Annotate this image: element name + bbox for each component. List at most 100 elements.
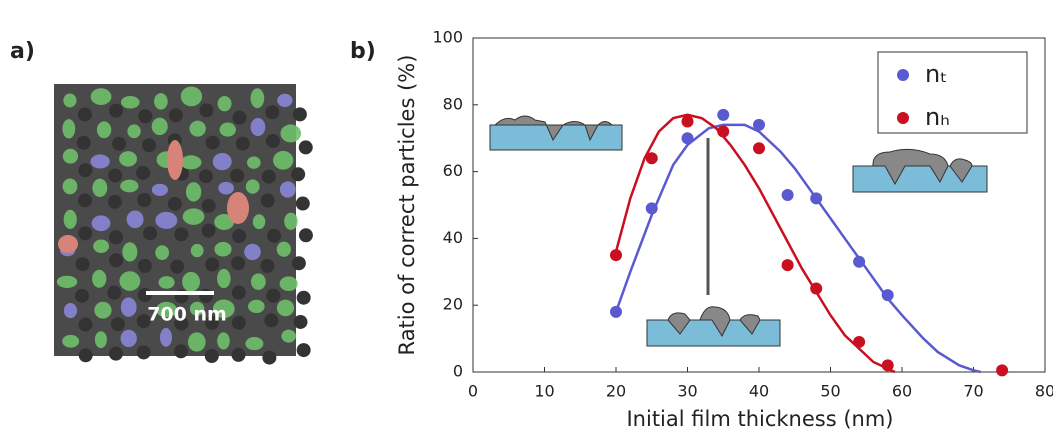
hole [136, 314, 151, 329]
particle [217, 332, 230, 350]
hole [108, 230, 123, 245]
hole [137, 288, 152, 303]
hole [109, 103, 124, 118]
particle [273, 150, 294, 170]
hole [137, 258, 152, 273]
hole [75, 257, 90, 272]
particle [190, 243, 204, 258]
particle [189, 301, 205, 316]
particle [122, 242, 138, 262]
hole [138, 109, 153, 124]
particle [250, 117, 266, 137]
x-tick-label: 60 [892, 382, 912, 401]
particle [250, 273, 266, 291]
particle [212, 299, 235, 319]
hole [295, 196, 310, 211]
particle [126, 210, 144, 229]
data-point [781, 259, 794, 272]
particle [120, 95, 140, 109]
particle [180, 86, 203, 107]
legend-marker [897, 112, 909, 124]
hole [261, 169, 276, 184]
scale-bar-label: 700 nm [147, 304, 227, 326]
hole [260, 258, 275, 273]
hole [265, 134, 280, 149]
hole [76, 135, 91, 150]
hole [265, 105, 280, 120]
hole [199, 103, 214, 118]
particle [276, 299, 295, 317]
data-point [717, 108, 730, 121]
y-axis-label: Ratio of correct particles (%) [395, 55, 419, 356]
y-tick-label: 100 [432, 28, 463, 47]
hole [232, 110, 247, 125]
hole [231, 285, 246, 300]
hole [264, 313, 279, 328]
particle [93, 239, 110, 254]
particle [217, 268, 231, 289]
data-point [645, 202, 658, 215]
particle [246, 156, 261, 169]
particle [92, 269, 107, 288]
y-tick-label: 0 [453, 362, 463, 381]
hole [260, 193, 275, 208]
particle [120, 297, 137, 317]
particle [244, 243, 261, 261]
hole [109, 253, 124, 268]
hole [167, 196, 182, 211]
hole [201, 223, 216, 238]
hole [199, 169, 214, 184]
hole [298, 140, 313, 155]
particle [245, 337, 264, 351]
particle [212, 153, 232, 171]
y-tick-label: 20 [443, 295, 463, 314]
particle [120, 329, 137, 348]
data-point [717, 125, 730, 138]
hole [262, 350, 277, 365]
particle [94, 331, 107, 349]
hole [267, 228, 282, 243]
particle [90, 154, 110, 169]
data-point [996, 364, 1009, 377]
particle [182, 271, 201, 292]
hole [232, 229, 247, 244]
particle [127, 124, 141, 139]
x-tick-label: 30 [677, 382, 697, 401]
panel-label: a) [10, 39, 35, 64]
panel-label: b) [350, 39, 376, 64]
legend-marker [897, 69, 909, 81]
x-tick-label: 40 [749, 382, 769, 401]
hole [75, 288, 90, 303]
particle [227, 192, 249, 224]
particle [63, 93, 77, 108]
particle [155, 245, 170, 261]
legend-label: nₜ [925, 60, 947, 88]
hole [291, 167, 306, 182]
hole [174, 227, 189, 242]
particle [180, 155, 202, 170]
hole [168, 108, 183, 123]
hole [205, 315, 220, 330]
hole [112, 136, 127, 151]
particle [63, 209, 77, 229]
hole [298, 228, 313, 243]
particle [90, 88, 112, 105]
hole [110, 317, 125, 332]
particle [276, 241, 291, 257]
particle [63, 302, 78, 319]
particle [189, 120, 206, 137]
particle [214, 213, 235, 231]
hole [296, 343, 311, 358]
particle [218, 181, 234, 195]
hole [173, 344, 188, 359]
hole [292, 107, 307, 122]
particle [154, 93, 168, 110]
particle [279, 181, 296, 198]
x-tick-label: 0 [468, 382, 478, 401]
particle [248, 299, 265, 314]
particle [56, 275, 78, 288]
hole [77, 107, 92, 122]
particle [214, 241, 232, 257]
particle [219, 122, 236, 137]
particle [94, 301, 112, 319]
